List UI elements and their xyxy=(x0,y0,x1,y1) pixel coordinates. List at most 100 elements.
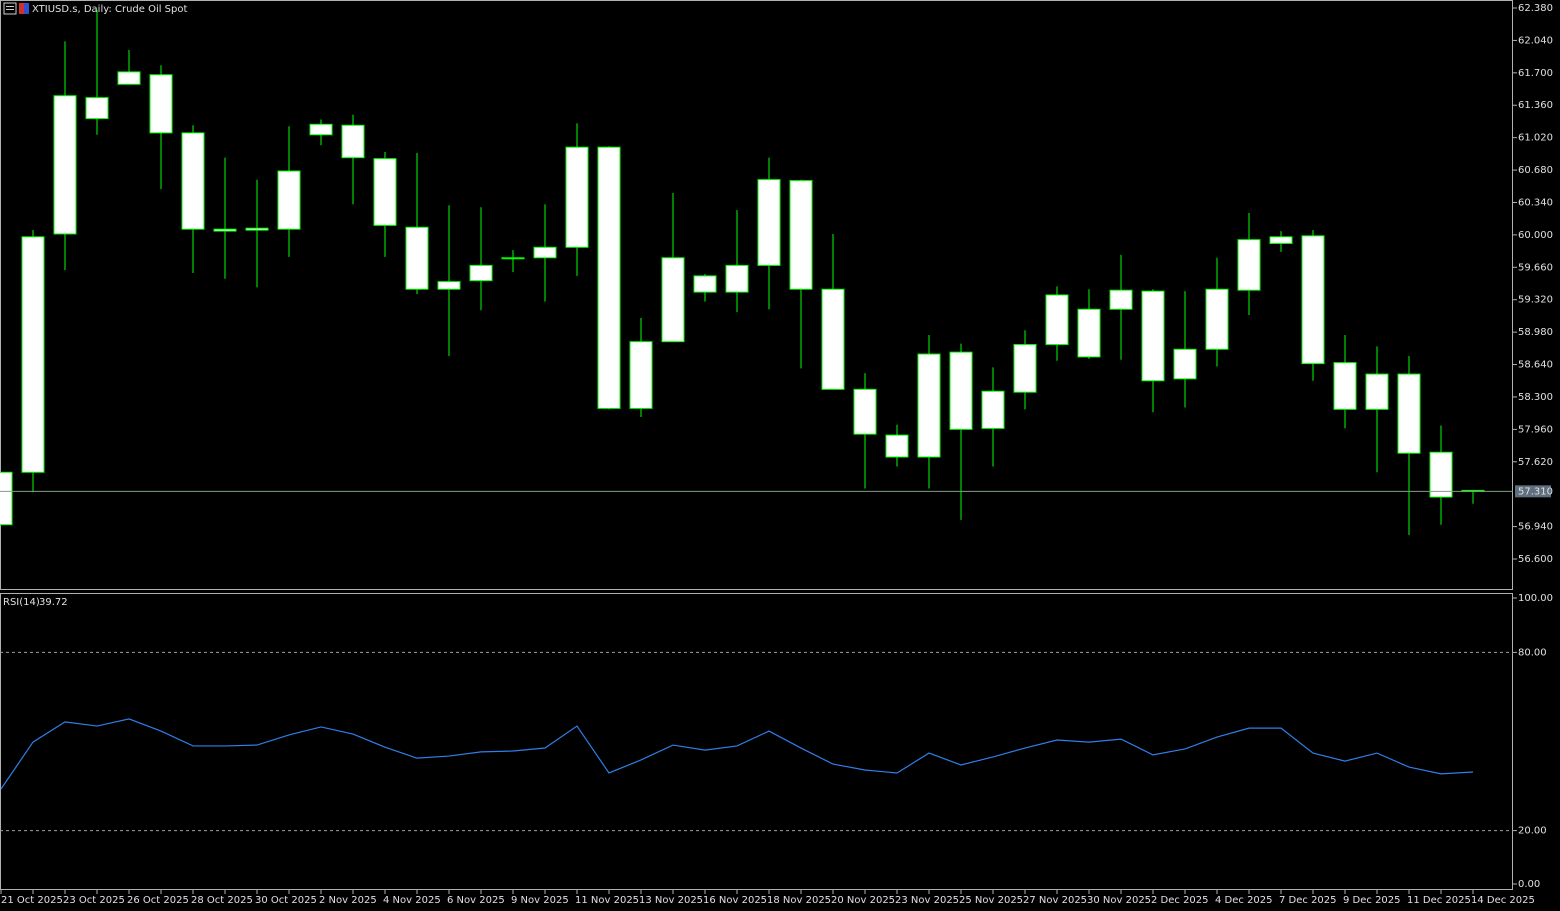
candle-body xyxy=(1109,289,1133,310)
candle-body xyxy=(373,158,397,226)
y-tick-label: 62.040 xyxy=(1518,35,1553,46)
candle-body xyxy=(117,71,141,85)
candle-body xyxy=(149,74,173,134)
candle-body xyxy=(181,132,205,230)
x-tick-label: 2 Nov 2025 xyxy=(319,895,377,906)
x-tick-label: 23 Oct 2025 xyxy=(63,895,125,906)
x-tick-label: 6 Nov 2025 xyxy=(447,895,505,906)
y-tick-label: 60.340 xyxy=(1518,197,1553,208)
candle-body xyxy=(693,275,717,293)
candle-body xyxy=(213,228,237,232)
candle-body xyxy=(1205,288,1229,350)
candle-body xyxy=(1333,362,1357,410)
candle-body xyxy=(949,351,973,430)
x-tick-label: 4 Dec 2025 xyxy=(1215,895,1273,906)
candle-body xyxy=(1429,451,1453,498)
y-tick-label: 56.940 xyxy=(1518,522,1553,533)
y-tick-label: 100.00 xyxy=(1518,593,1553,604)
candle-body xyxy=(341,124,365,159)
candle-body xyxy=(533,246,557,259)
candle-body xyxy=(1173,348,1197,380)
x-tick-label: 20 Nov 2025 xyxy=(831,895,895,906)
x-tick-label: 11 Dec 2025 xyxy=(1407,895,1471,906)
candle-body xyxy=(309,123,333,136)
x-tick-label: 27 Nov 2025 xyxy=(1023,895,1087,906)
x-tick-label: 30 Oct 2025 xyxy=(255,895,317,906)
rsi-line xyxy=(0,718,1474,790)
candle-body xyxy=(53,95,77,235)
price-label-box xyxy=(1515,485,1551,498)
y-tick-label: 61.020 xyxy=(1518,133,1553,144)
candle-body xyxy=(277,170,301,230)
candle-body xyxy=(1045,294,1069,346)
candle-body xyxy=(917,353,941,458)
x-tick-label: 11 Nov 2025 xyxy=(575,895,639,906)
y-tick-label: 20.00 xyxy=(1518,826,1547,837)
candle-body xyxy=(245,227,269,231)
candle-body xyxy=(1141,290,1165,382)
x-tick-label: 4 Nov 2025 xyxy=(383,895,441,906)
y-tick-label: 60.680 xyxy=(1518,165,1553,176)
rsi-plot xyxy=(0,651,1513,832)
candle-body xyxy=(469,264,493,282)
y-tick-label: 61.360 xyxy=(1518,100,1553,111)
candle-body xyxy=(437,281,461,290)
candle-body xyxy=(885,434,909,458)
x-tick-label: 28 Oct 2025 xyxy=(191,895,253,906)
x-tick-label: 25 Nov 2025 xyxy=(959,895,1023,906)
y-tick-label: 56.600 xyxy=(1518,554,1553,565)
symbol-icons xyxy=(3,2,29,15)
y-tick-label: 0.00 xyxy=(1518,879,1540,890)
chart-title: XTIUSD.s, Daily: Crude Oil Spot xyxy=(32,4,187,15)
x-tick-label: 18 Nov 2025 xyxy=(767,895,831,906)
candle-body xyxy=(1077,308,1101,358)
candle-body xyxy=(597,146,621,409)
x-tick-label: 14 Dec 2025 xyxy=(1471,895,1535,906)
x-tick-label: 9 Nov 2025 xyxy=(511,895,569,906)
candle-body xyxy=(725,264,749,293)
y-tick-label: 58.300 xyxy=(1518,392,1553,403)
candle-body xyxy=(1013,344,1037,393)
candle-body xyxy=(405,226,429,290)
candle-body xyxy=(853,388,877,435)
y-tick-label: 58.640 xyxy=(1518,360,1553,371)
candle-body xyxy=(0,471,13,526)
x-tick-label: 21 Oct 2025 xyxy=(1,895,63,906)
x-tick-label: 2 Dec 2025 xyxy=(1151,895,1209,906)
candle-body xyxy=(501,257,525,260)
candle-body xyxy=(661,257,685,343)
main-pane-border xyxy=(0,0,1513,590)
price-label: 57.310 xyxy=(1518,486,1553,497)
candle-body xyxy=(629,341,653,409)
candle-body xyxy=(981,390,1005,429)
y-tick-label: 59.320 xyxy=(1518,295,1553,306)
y-tick-label: 59.660 xyxy=(1518,262,1553,273)
candle-body xyxy=(821,288,845,390)
candle-body xyxy=(1365,373,1389,410)
y-tick-label: 80.00 xyxy=(1518,647,1547,658)
rsi-current-value: 39.72 xyxy=(39,597,68,608)
y-tick-label: 60.000 xyxy=(1518,230,1553,241)
axes: 62.380 62.040 61.700 61.360 61.020 60.680 60.3… xyxy=(0,3,1553,906)
x-tick-label: 16 Nov 2025 xyxy=(703,895,767,906)
rsi-title: RSI(14) xyxy=(3,597,40,608)
candle-body xyxy=(85,97,109,120)
candle-body xyxy=(757,179,781,266)
candle-body xyxy=(21,236,45,473)
candle-body xyxy=(1237,239,1261,291)
main-plot xyxy=(0,9,1513,536)
x-tick-label: 13 Nov 2025 xyxy=(639,895,703,906)
x-tick-label: 30 Nov 2025 xyxy=(1087,895,1151,906)
candle-body xyxy=(1397,373,1421,454)
y-tick-label: 58.980 xyxy=(1518,327,1553,338)
x-tick-label: 26 Oct 2025 xyxy=(127,895,189,906)
y-tick-label: 57.620 xyxy=(1518,457,1553,468)
y-tick-label: 62.380 xyxy=(1518,3,1553,14)
y-tick-label: 57.960 xyxy=(1518,424,1553,435)
x-tick-label: 23 Nov 2025 xyxy=(895,895,959,906)
x-tick-label: 9 Dec 2025 xyxy=(1343,895,1401,906)
y-tick-label: 61.700 xyxy=(1518,68,1553,79)
x-tick-label: 7 Dec 2025 xyxy=(1279,895,1337,906)
